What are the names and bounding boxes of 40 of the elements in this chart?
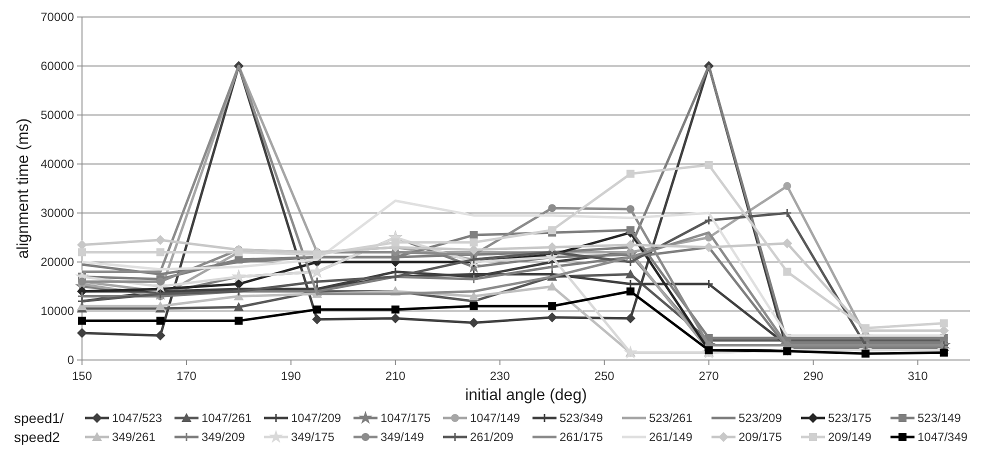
y-tick-label: 10000 <box>40 304 74 318</box>
legend-label: 523/175 <box>828 411 872 426</box>
x-tick-label: 150 <box>72 369 92 383</box>
legend-label: 1047/349 <box>918 430 968 444</box>
legend-label: 1047/149 <box>470 411 520 426</box>
y-tick-label: 30000 <box>40 206 74 220</box>
legend-label: 1047/261 <box>202 411 252 426</box>
x-axis-title: initial angle (deg) <box>465 387 587 404</box>
legend-label: 523/349 <box>560 411 604 426</box>
x-tick-label: 290 <box>803 369 824 383</box>
legend-label: 261/149 <box>649 430 693 444</box>
y-axis-title: alignment time (ms) <box>15 118 32 259</box>
y-tick-label: 50000 <box>40 108 74 122</box>
legend-label: 261/175 <box>560 430 604 444</box>
legend-title: speed1/ speed2 <box>14 410 64 445</box>
y-tick-label: 0 <box>67 353 74 368</box>
legend-label: 349/149 <box>380 430 424 444</box>
legend-label: 349/209 <box>202 430 246 444</box>
legend-label: 1047/523 <box>112 411 162 426</box>
legend-label: 349/261 <box>112 430 156 444</box>
x-tick-label: 210 <box>385 369 406 383</box>
x-tick-label: 170 <box>176 369 197 383</box>
x-tick-label: 270 <box>698 369 720 383</box>
x-tick-label: 230 <box>490 369 510 383</box>
legend-label: 523/209 <box>738 411 782 426</box>
y-tick-label: 70000 <box>40 10 74 24</box>
legend-label: 523/149 <box>918 411 962 426</box>
y-tick-label: 40000 <box>40 157 74 172</box>
legend-label: 349/175 <box>291 430 335 444</box>
legend-label: 523/261 <box>649 411 693 426</box>
legend-label: 1047/175 <box>380 411 431 426</box>
x-tick-label: 190 <box>280 369 302 383</box>
y-tick-label: 60000 <box>40 59 74 74</box>
y-tick-label: 20000 <box>40 255 74 270</box>
legend-label: 1047/209 <box>291 411 342 426</box>
legend-label: 209/175 <box>738 430 782 444</box>
x-tick-label: 250 <box>594 369 615 383</box>
legend-label: 261/209 <box>470 430 514 444</box>
legend-label: 209/149 <box>828 430 872 444</box>
x-tick-label: 310 <box>908 369 928 383</box>
